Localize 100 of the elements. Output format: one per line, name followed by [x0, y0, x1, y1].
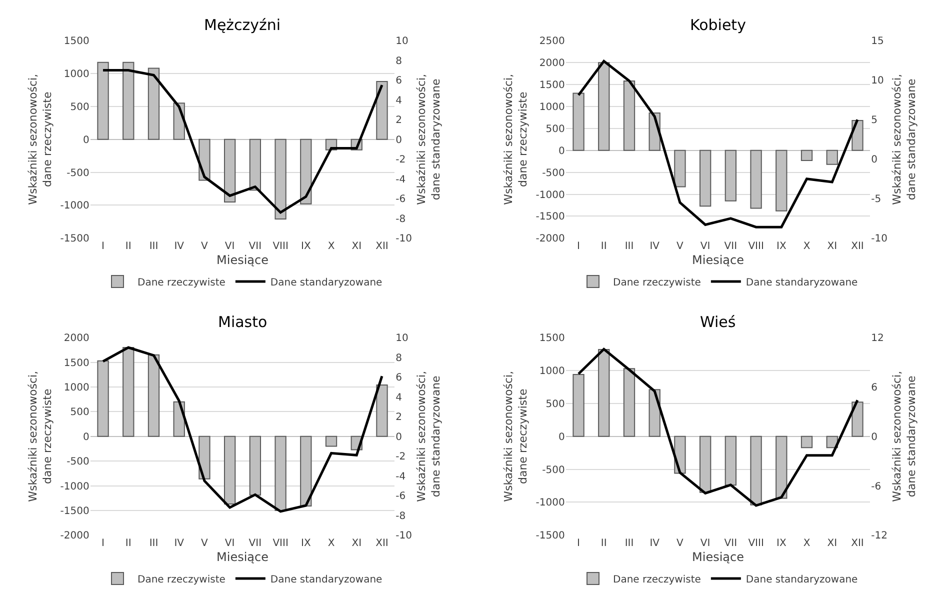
- y2-tick-label: -4: [396, 471, 406, 482]
- x-tick-label: VII: [248, 241, 262, 252]
- x-axis-title: Miesiące: [692, 550, 744, 564]
- y2-tick-label: 10: [396, 36, 408, 48]
- x-tick-label: VI: [224, 538, 235, 550]
- legend-label: Dane rzeczywiste: [138, 574, 226, 586]
- y-tick-label: -1500: [536, 212, 565, 223]
- y-tick-label: -1000: [60, 481, 90, 492]
- x-tick-label: XI: [352, 538, 362, 550]
- y-axis-title: Wskaźniki sezonowości, dane rzeczywiste: [26, 74, 54, 205]
- legend-label: Dane standaryzowane: [270, 574, 382, 586]
- x-tick-label: XII: [376, 241, 388, 252]
- y2-tick-label: 2: [396, 412, 402, 424]
- x-axis-title: Miesiące: [692, 253, 744, 268]
- y-tick-label: 500: [546, 124, 565, 135]
- y-tick-label: 1000: [539, 366, 565, 378]
- y2-tick-label: 0: [871, 432, 878, 443]
- y-tick-label: -2000: [60, 530, 90, 542]
- x-tick-label: II: [600, 241, 607, 252]
- x-tick-label: III: [624, 538, 634, 550]
- x-tick-label: I: [102, 538, 104, 550]
- y-tick-label: 1500: [539, 80, 565, 92]
- y2-tick-label: 5: [871, 115, 878, 126]
- x-tick-label: III: [149, 538, 158, 550]
- y-tick-label: 1000: [539, 102, 565, 113]
- y2-tick-label: -10: [871, 234, 888, 245]
- y2-tick-label: -5: [871, 194, 882, 206]
- y-tick-label: 1500: [64, 358, 90, 369]
- x-axis-title: Miesiące: [216, 253, 269, 268]
- y-tick-label: 2000: [64, 333, 90, 344]
- x-tick-label: X: [328, 538, 335, 550]
- x-tick-label: VIII: [272, 241, 288, 252]
- x-tick-label: VII: [724, 538, 738, 550]
- x-tick-label: IX: [776, 241, 786, 252]
- x-tick-label: X: [328, 241, 335, 252]
- line-series: [102, 346, 384, 513]
- y-tick-label: 500: [70, 407, 90, 418]
- y2-tick-label: -10: [396, 530, 412, 542]
- x-tick-label: II: [125, 538, 132, 550]
- y2-tick-label: 10: [396, 333, 408, 344]
- line-series: [102, 69, 384, 214]
- y2-tick-label: 8: [396, 56, 402, 67]
- y2-tick-label: 6: [396, 372, 402, 384]
- y2-tick-label: -12: [871, 530, 888, 542]
- x-tick-label: V: [676, 538, 684, 550]
- x-tick-label: I: [577, 538, 580, 550]
- x-tick-label: III: [149, 241, 158, 252]
- x-tick-label: XII: [851, 538, 864, 550]
- legend-label: Dane standaryzowane: [746, 277, 858, 288]
- x-tick-label: VI: [700, 538, 710, 550]
- y2-tick-label: 6: [396, 76, 402, 87]
- y2-tick-label: -2: [396, 154, 406, 166]
- y-tick-label: -1000: [60, 200, 90, 212]
- y-tick-label: 2000: [539, 58, 565, 70]
- x-tick-label: II: [125, 241, 132, 252]
- chart-title: Kobiety: [690, 16, 746, 34]
- y2-tick-label: 2: [396, 115, 402, 126]
- x-tick-label: I: [577, 241, 580, 252]
- y2-tick-label: 0: [396, 134, 402, 146]
- y2-tick-label: -6: [871, 481, 882, 492]
- y-tick-label: 0: [82, 432, 90, 443]
- y2-axis-title: Wskaźniki sezonowości, dane standaryzowane: [890, 370, 918, 502]
- y-tick-label: 1500: [539, 333, 565, 344]
- x-tick-label: XI: [827, 241, 838, 252]
- x-tick-label: VI: [700, 241, 710, 252]
- legend-label: Dane standaryzowane: [270, 277, 382, 288]
- y-axis-title: Wskaźniki sezonowości, dane rzeczywiste: [26, 370, 54, 502]
- y-tick-label: -1500: [60, 234, 90, 245]
- y2-tick-label: -4: [396, 174, 406, 186]
- y-tick-label: 500: [546, 398, 565, 410]
- y-tick-label: -1500: [60, 506, 90, 517]
- y2-tick-label: 15: [871, 36, 884, 48]
- chart-title: Mężczyźni: [204, 16, 281, 34]
- y2-tick-label: 0: [396, 432, 402, 443]
- y-tick-label: 1000: [64, 382, 90, 394]
- x-tick-label: V: [676, 241, 684, 252]
- x-tick-label: VIII: [272, 538, 288, 550]
- y2-tick-label: -6: [396, 491, 406, 502]
- legend-label: Dane rzeczywiste: [613, 277, 701, 288]
- y-tick-label: 0: [558, 146, 565, 157]
- y2-tick-label: -6: [396, 194, 406, 206]
- x-tick-label: VI: [224, 241, 235, 252]
- y-tick-label: 1500: [64, 36, 90, 48]
- x-tick-label: IX: [301, 241, 311, 252]
- y2-tick-label: -8: [396, 214, 406, 225]
- y-tick-label: -500: [542, 168, 565, 179]
- x-tick-label: IX: [776, 538, 786, 550]
- x-tick-label: VIII: [748, 538, 764, 550]
- y-tick-label: -1500: [536, 530, 565, 542]
- y-tick-label: -2000: [536, 234, 565, 245]
- x-tick-label: II: [600, 538, 607, 550]
- y-axis-title: Wskaźniki sezonowości, dane rzeczywiste: [502, 370, 530, 502]
- legend-label: Dane rzeczywiste: [138, 277, 226, 288]
- x-tick-label: X: [803, 538, 810, 550]
- y-tick-label: 0: [558, 432, 565, 443]
- y-tick-label: -1000: [536, 498, 565, 509]
- y2-tick-label: -8: [396, 510, 406, 522]
- y2-tick-label: 4: [396, 95, 402, 106]
- x-tick-label: IV: [650, 538, 660, 550]
- x-tick-label: IV: [174, 241, 184, 252]
